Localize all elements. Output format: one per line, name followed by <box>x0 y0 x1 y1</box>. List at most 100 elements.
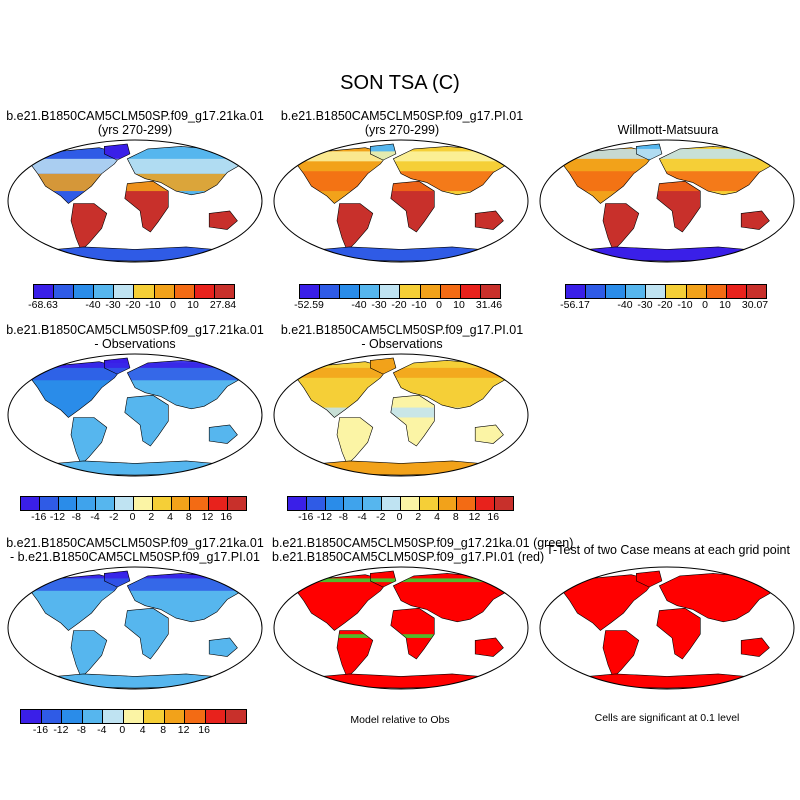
colorbar-panel-6 <box>20 709 247 724</box>
colorbar-tick-label: -40 <box>351 299 367 311</box>
colorbar-tick-label: 16 <box>198 724 210 736</box>
colorbar-swatch <box>164 710 186 723</box>
map-panel-2 <box>273 139 529 263</box>
colorbar-swatch <box>457 497 477 510</box>
colorbar-swatch <box>606 285 627 298</box>
colorbar-swatch <box>400 285 421 298</box>
colorbar-tick-label: 8 <box>160 724 167 736</box>
colorbar-tick-label: 10 <box>453 299 465 311</box>
colorbar-swatch <box>480 285 500 298</box>
continent-africa <box>124 181 169 232</box>
colorbar-swatch <box>77 497 97 510</box>
colorbar-swatch <box>325 497 345 510</box>
panel-4-title: b.e21.B1850CAM5CLM50SP.f09_g17.21ka.01 -… <box>5 323 265 351</box>
continent-australia <box>475 637 504 657</box>
colorbar-tick-label: -40 <box>85 299 101 311</box>
colorbar-swatch <box>96 497 116 510</box>
continent-southAmerica <box>71 203 107 251</box>
colorbar-tick-label: -20 <box>391 299 407 311</box>
colorbar-swatch <box>133 497 153 510</box>
colorbar-tick-label: -10 <box>677 299 693 311</box>
colorbar-swatch <box>21 710 42 723</box>
colorbar-swatch <box>566 285 587 298</box>
map-panel-3 <box>539 139 795 263</box>
panel-1-title-line1: b.e21.B1850CAM5CLM50SP.f09_g17.21ka.01 <box>6 109 264 123</box>
panel-4-title-line1: b.e21.B1850CAM5CLM50SP.f09_g17.21ka.01 <box>6 323 264 337</box>
colorbar-swatch <box>54 285 75 298</box>
colorbar-swatch <box>39 497 59 510</box>
colorbar-swatch <box>306 497 326 510</box>
colorbar-tick-label: -16 <box>31 511 47 523</box>
colorbar-tick-label: -20 <box>125 299 141 311</box>
colorbar-swatch <box>360 285 381 298</box>
colorbar-swatch <box>495 497 513 510</box>
colorbar-swatch <box>706 285 727 298</box>
colorbar-swatch <box>214 285 234 298</box>
continent-greenland <box>104 144 130 161</box>
colorbar-swatch <box>746 285 766 298</box>
colorbar-swatch <box>114 285 135 298</box>
colorbar-swatch <box>300 285 321 298</box>
panel-5-title: b.e21.B1850CAM5CLM50SP.f09_g17.PI.01 - O… <box>272 323 532 351</box>
colorbar-tick-label: -10 <box>145 299 161 311</box>
colorbar-swatch <box>380 285 401 298</box>
colorbar-swatch <box>154 285 175 298</box>
map-panel-7 <box>273 566 529 690</box>
colorbar-tick-label: -4 <box>357 511 367 523</box>
panel-7-title: b.e21.B1850CAM5CLM50SP.f09_g17.21ka.01 (… <box>272 536 574 564</box>
colorbar-swatch <box>190 497 210 510</box>
continent-africa <box>124 395 169 446</box>
colorbar-tick-label: 4 <box>139 724 146 736</box>
continent-africa <box>656 181 701 232</box>
colorbar-tick-label: 0 <box>702 299 708 311</box>
colorbar-swatch <box>288 497 307 510</box>
colorbar-tick-label: 10 <box>719 299 731 311</box>
colorbar-tick-label: 30.07 <box>741 299 769 311</box>
continent-australia <box>475 210 504 230</box>
colorbar-swatch <box>82 710 104 723</box>
colorbar-swatch <box>726 285 747 298</box>
continent-australia <box>209 424 238 444</box>
colorbar-swatch <box>400 497 420 510</box>
continent-southAmerica <box>337 417 373 465</box>
map-panel-6 <box>7 566 263 690</box>
colorbar-swatch <box>344 497 364 510</box>
colorbar-swatch <box>34 285 55 298</box>
panel-7-title-line1: b.e21.B1850CAM5CLM50SP.f09_g17.21ka.01 (… <box>272 536 574 550</box>
colorbar-tick-label: -2 <box>376 511 386 523</box>
continent-southAmerica <box>337 203 373 251</box>
colorbar-tick-label: 16 <box>220 511 233 523</box>
panel-7-title-line2: b.e21.B1850CAM5CLM50SP.f09_g17.PI.01 (re… <box>272 550 545 564</box>
colorbar-swatch <box>134 285 155 298</box>
panel-6-title-line1: b.e21.B1850CAM5CLM50SP.f09_g17.21ka.01 <box>6 536 264 550</box>
colorbar-tick-label: 2 <box>148 511 155 523</box>
colorbar-panel-4 <box>20 496 247 511</box>
panel-2-title-line1: b.e21.B1850CAM5CLM50SP.f09_g17.PI.01 <box>280 109 524 123</box>
colorbar-panel-3 <box>565 284 767 299</box>
colorbar-swatch <box>152 497 172 510</box>
colorbar-swatch <box>209 497 229 510</box>
colorbar-swatch <box>420 285 441 298</box>
colorbar-tick-label: -12 <box>49 511 66 523</box>
colorbar-swatch <box>62 710 83 723</box>
map-panel-5 <box>273 353 529 477</box>
colorbar-tick-label: 8 <box>185 511 192 523</box>
colorbar-swatch <box>460 285 481 298</box>
colorbar-tick-label: 12 <box>177 724 190 736</box>
colorbar-tick-label: -10 <box>411 299 427 311</box>
colorbar-swatch <box>205 710 227 723</box>
map-panel-4 <box>7 353 263 477</box>
panel-4-title-line2: - Observations <box>94 337 176 351</box>
colorbar-swatch <box>586 285 607 298</box>
continent-australia <box>209 210 238 230</box>
colorbar-swatch <box>419 497 439 510</box>
colorbar-tick-label: -4 <box>90 511 100 523</box>
map-border <box>7 139 263 263</box>
panel-5-title-line2: - Observations <box>361 337 443 351</box>
colorbar-swatch <box>440 285 461 298</box>
colorbar-tick-label: -2 <box>109 511 119 523</box>
colorbar-tick-label: 31.46 <box>475 299 503 311</box>
continent-africa <box>124 608 169 659</box>
colorbar-tick-label: 16 <box>487 511 500 523</box>
colorbar-tick-label: 4 <box>167 511 173 523</box>
